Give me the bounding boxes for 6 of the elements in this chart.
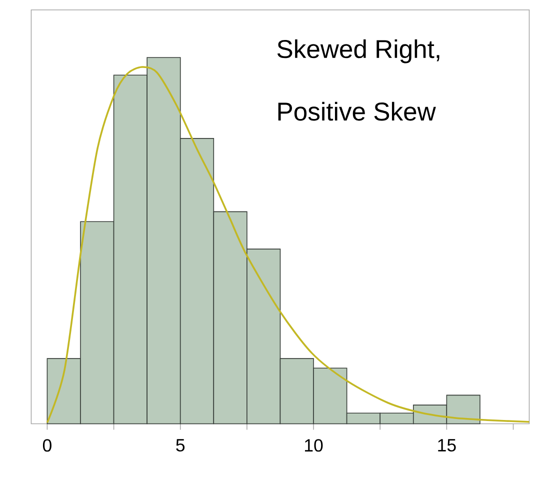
annotation: Positive Skew xyxy=(278,102,436,121)
x-tick-label: 5 xyxy=(176,439,185,452)
x-tick-label: 10 xyxy=(304,439,323,452)
x-tick-label: 0 xyxy=(42,439,52,452)
annotation: Skewed Right, xyxy=(277,39,440,64)
x-tick-label: 15 xyxy=(438,439,456,452)
